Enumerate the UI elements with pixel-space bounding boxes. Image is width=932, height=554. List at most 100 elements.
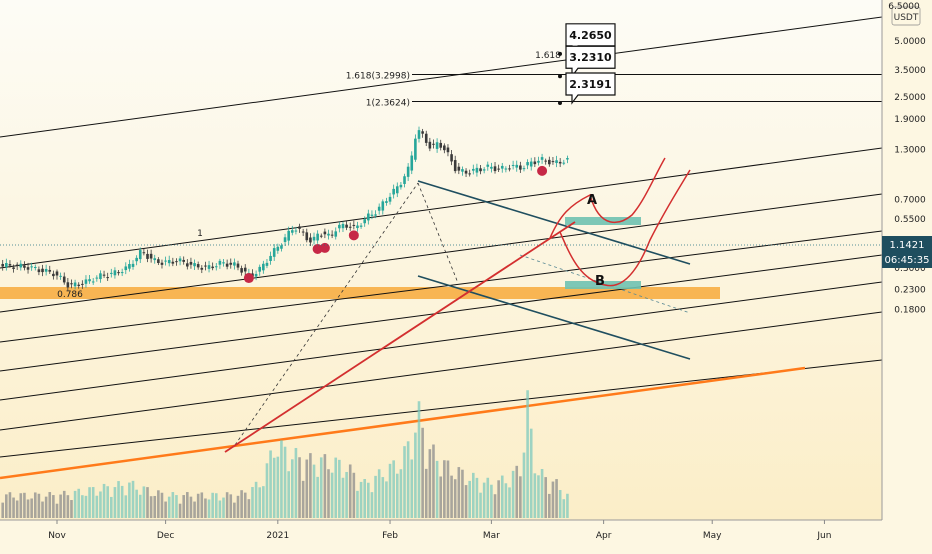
callout-label: 2.3191 (569, 78, 611, 91)
volume-bar (468, 480, 471, 518)
channel-upper-line (417, 180, 691, 265)
candle-body (490, 166, 493, 169)
candle-body (243, 267, 247, 272)
candle-body (102, 274, 106, 276)
volume-bar (424, 468, 428, 518)
price-callout[interactable]: 2.3191 (558, 72, 616, 105)
candle-body (475, 167, 479, 173)
volume-bar (356, 490, 359, 518)
currency-badge[interactable] (891, 6, 921, 26)
volume-bar (537, 475, 540, 518)
candle-body (301, 231, 305, 233)
fib-diagonal-line (0, 359, 882, 458)
volume-bar (117, 481, 120, 518)
volume-bar (146, 487, 149, 518)
candle-body (540, 157, 544, 160)
candle-body (15, 264, 19, 266)
volume-bar (160, 492, 164, 518)
candle-body (225, 263, 229, 267)
callout-anchor (558, 74, 562, 79)
volume-bar (511, 470, 515, 518)
volume-bar (526, 390, 529, 518)
candle-body (435, 142, 439, 149)
candle-body (124, 266, 128, 271)
volume-bar (19, 493, 23, 518)
candle-body (287, 230, 290, 241)
candle-body (406, 166, 410, 177)
candle-body (367, 213, 370, 221)
candle-body (276, 246, 280, 251)
volume-bar (479, 492, 482, 518)
volume-bar (5, 494, 8, 518)
wave-label-b: B (595, 274, 605, 289)
volume-bar (276, 456, 280, 518)
volume-bar (113, 487, 117, 518)
candle-body (149, 253, 153, 259)
candle-body (345, 224, 348, 228)
candle-body (178, 258, 182, 262)
candle-body (432, 143, 435, 145)
candle-body (399, 184, 403, 188)
volume-bar (62, 490, 66, 518)
volume-bar (95, 495, 99, 518)
fib-diagonal-line (0, 230, 882, 343)
time-axis[interactable]: Nov Dec 2021 Feb Mar Apr May Jun (0, 519, 932, 550)
volume-bar (204, 498, 207, 518)
candle-body (548, 159, 551, 165)
candle-body (392, 188, 395, 195)
volume-bar (374, 475, 377, 518)
volume-bar (417, 401, 421, 518)
candle-body (283, 237, 287, 242)
price-tick-label: 5.0000 (894, 37, 926, 47)
candle-body (70, 283, 73, 285)
candle-body (218, 260, 222, 265)
volume-bar (450, 475, 453, 518)
volume-bar (555, 479, 558, 518)
volume-bar (316, 476, 319, 518)
candle-body (77, 284, 81, 286)
volume-bar (99, 491, 102, 518)
volume-bar (464, 485, 468, 518)
volume-bar (26, 499, 30, 518)
volume-bar (312, 464, 316, 518)
volume-bar (548, 493, 551, 518)
candle-body (200, 267, 204, 270)
candle-body (374, 214, 377, 216)
candle-body (175, 261, 178, 263)
time-tick-label: Nov (48, 531, 66, 541)
candle-body (44, 268, 48, 272)
candle-body (66, 282, 70, 288)
candle-body (117, 272, 120, 274)
callout-label: 4.2650 (569, 29, 612, 42)
volume-bar (406, 441, 410, 518)
volume-bar (367, 482, 370, 518)
volume-bar (377, 469, 381, 518)
volume-bar (388, 463, 392, 518)
candle-body (229, 262, 233, 265)
volume-bar (135, 489, 138, 518)
volume-bar (265, 463, 269, 518)
candle-body (522, 168, 526, 170)
candle-body (73, 282, 77, 287)
price-tick-label: 6.5000 (888, 2, 920, 12)
candle-body (410, 155, 414, 171)
volume-bar (428, 449, 432, 518)
candle-body (106, 277, 109, 279)
volume-bar (23, 492, 26, 518)
volume-bar (164, 501, 167, 518)
candle-body (529, 161, 533, 167)
candle-body (403, 176, 406, 184)
volume-bar (352, 472, 356, 518)
volume-bar (251, 487, 254, 518)
candle-body (330, 234, 334, 236)
candle-body (55, 271, 59, 276)
volume-bar (497, 480, 500, 518)
fib-level-label: 0.786 (57, 290, 83, 300)
wave-label-a: A (587, 193, 597, 208)
support-trendline (0, 366, 806, 480)
candle-body (189, 261, 193, 265)
volume-bar (207, 499, 211, 518)
price-callout[interactable]: 3.2310 (558, 45, 616, 79)
callout-box (565, 45, 616, 79)
